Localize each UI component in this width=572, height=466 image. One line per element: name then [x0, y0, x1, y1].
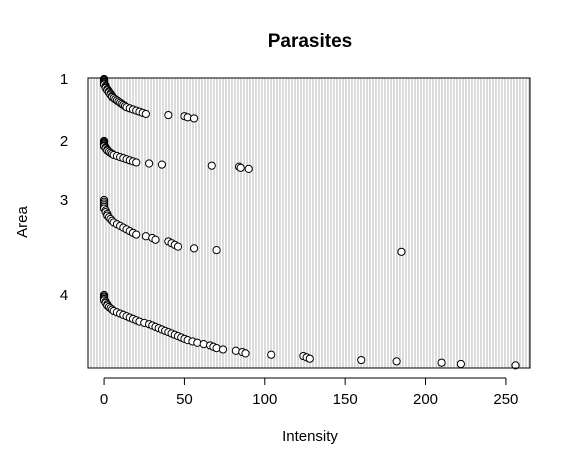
data-point	[244, 164, 253, 173]
data-point	[189, 114, 199, 123]
data-points	[99, 74, 520, 370]
x-tick-label: 150	[333, 391, 358, 408]
data-point	[456, 359, 465, 369]
data-point	[144, 159, 154, 168]
x-tick-label: 50	[176, 391, 193, 408]
data-point	[151, 235, 160, 244]
data-point	[189, 244, 199, 253]
data-point	[392, 357, 401, 366]
data-point	[132, 158, 141, 167]
data-point	[164, 110, 173, 120]
data-point	[241, 349, 250, 358]
data-point	[141, 109, 150, 119]
x-tick-label: 0	[100, 391, 108, 408]
data-point	[305, 354, 314, 363]
x-axis-label: Intensity	[282, 428, 338, 445]
y-tick-label: 1	[60, 71, 68, 88]
y-tick-label: 3	[60, 192, 68, 209]
data-point	[132, 230, 141, 239]
data-point	[212, 245, 221, 255]
data-point	[157, 160, 167, 169]
data-point	[357, 355, 366, 365]
data-point	[437, 358, 446, 367]
x-tick-label: 100	[252, 391, 277, 408]
y-tick-label: 4	[60, 287, 68, 304]
chart-title: Parasites	[268, 31, 353, 52]
plot-frame	[87, 77, 531, 369]
data-point	[207, 161, 216, 170]
y-tick-label: 2	[60, 133, 68, 150]
data-point	[397, 247, 406, 256]
y-axis: 1 2 3 4	[60, 71, 68, 304]
data-point	[236, 163, 245, 172]
x-tick-label: 250	[493, 391, 518, 408]
y-axis-label: Area	[14, 206, 31, 238]
data-point	[173, 242, 183, 251]
x-axis: 0 50 100 150 200 250	[100, 377, 518, 408]
x-tick-label: 200	[413, 391, 438, 408]
data-point	[267, 350, 276, 359]
data-point	[511, 361, 520, 370]
data-point	[218, 345, 228, 354]
